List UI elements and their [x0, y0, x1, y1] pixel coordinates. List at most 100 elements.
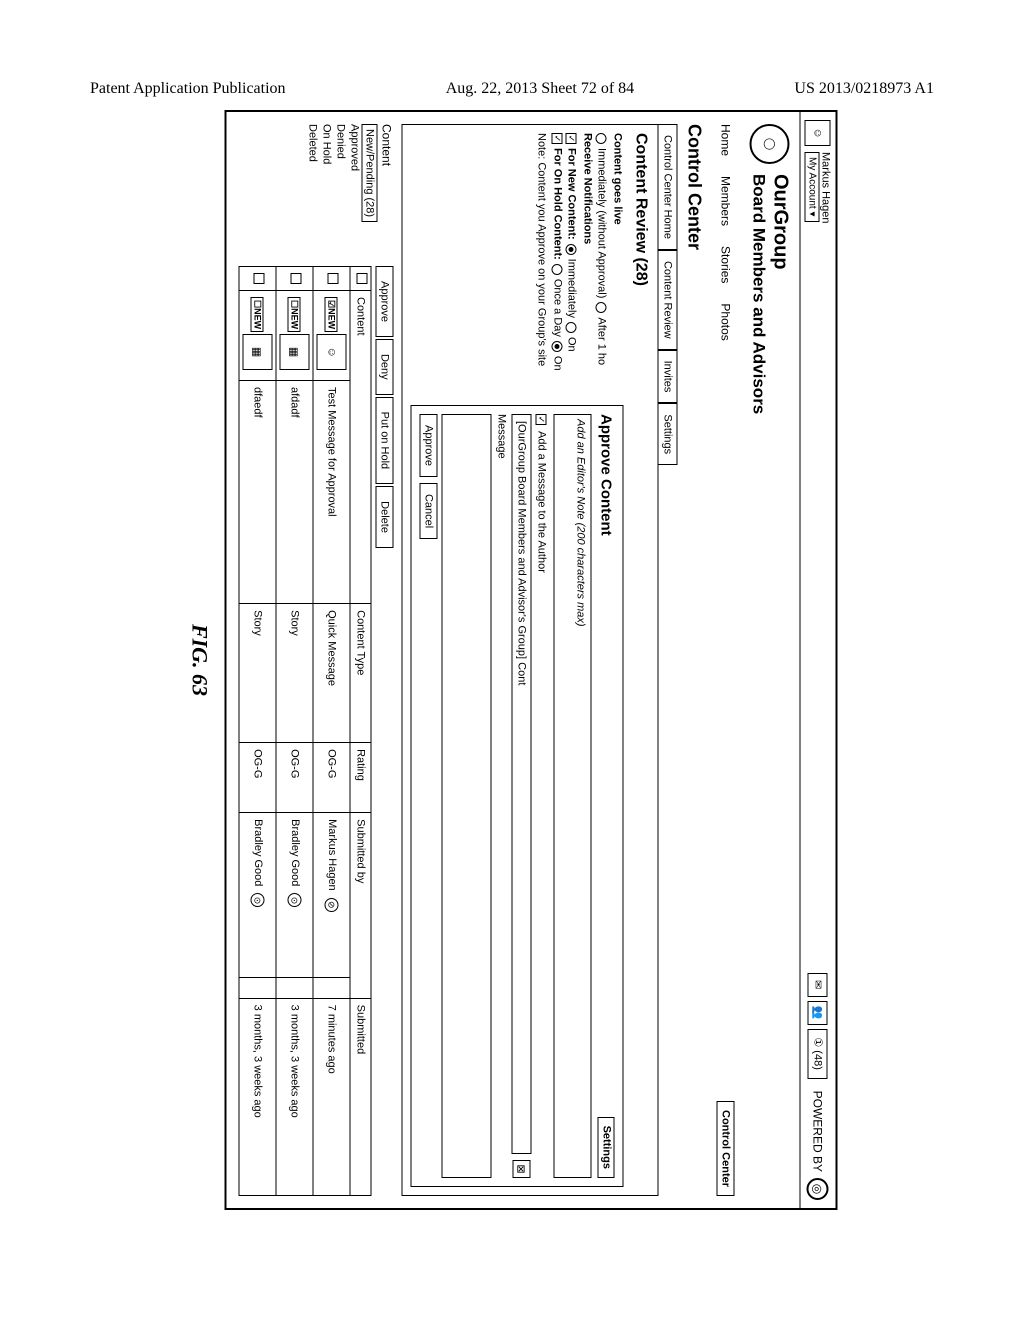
cancel-button[interactable]: Cancel: [420, 483, 438, 539]
row-checkbox[interactable]: [254, 273, 265, 284]
radio-after-hour[interactable]: [596, 302, 607, 313]
sidebar-new-pending[interactable]: New/Pending (28): [362, 124, 378, 222]
approve-content-panel: Approve Content Settings Add an Editor's…: [411, 405, 624, 1187]
radio-new-on[interactable]: [566, 322, 577, 333]
table-row[interactable]: ☐NEW▦afdadfStoryOG-GBradley Good ⊙3 mont…: [276, 267, 313, 1196]
col-content: Content: [350, 291, 371, 604]
review-note: Note: Content you Approve on your Group'…: [536, 133, 548, 393]
row-title: afdadf: [276, 381, 313, 604]
row-author[interactable]: Markus Hagen ⊘: [313, 813, 350, 978]
row-author[interactable]: Bradley Good ⊙: [239, 813, 276, 978]
thumbnail-icon: ☺: [317, 334, 347, 370]
doc-header-left: Patent Application Publication: [90, 80, 286, 98]
tab-invites[interactable]: Invites: [659, 350, 678, 404]
add-message-label: Add a Message to the Author: [536, 431, 548, 573]
chk-onhold-content[interactable]: ✓: [552, 133, 563, 144]
table-row[interactable]: ☐NEW▦dfaedfStoryOG-GBradley Good ⊙3 mont…: [239, 267, 276, 1196]
row-type: Story: [239, 604, 276, 743]
content-sidebar: Content New/Pending (28) Approved Denied…: [239, 124, 394, 254]
row-submitted: 7 minutes ago: [313, 998, 350, 1195]
figure-label: FIG. 63: [187, 110, 213, 1210]
message-label: Message: [496, 414, 508, 1178]
content-review-title: Content Review (28): [632, 133, 650, 1187]
row-title: dfaedf: [239, 381, 276, 604]
main-nav: Home Members Stories Photos Control Cent…: [711, 112, 741, 1208]
nav-home[interactable]: Home: [719, 124, 733, 156]
tab-content-review[interactable]: Content Review: [659, 250, 678, 350]
radio-onhold-daily[interactable]: [552, 264, 563, 275]
user-avatar-icon[interactable]: ☺: [805, 120, 831, 146]
group-header: ◯ OurGroup Board Members and Advisors: [741, 112, 800, 1208]
radio-immediately[interactable]: [596, 133, 607, 144]
author-status-icon: ⊘: [325, 898, 339, 912]
powered-logo-icon: ◎: [807, 1178, 829, 1200]
content-table: Content Content Type Rating Submitted by…: [239, 266, 372, 1196]
cc-title: Control Center: [678, 112, 711, 1208]
my-account-dropdown[interactable]: My Account ▾: [805, 152, 820, 222]
col-type: Content Type: [350, 604, 371, 743]
notifications-icon[interactable]: ① (48): [808, 1029, 828, 1079]
row-submitted: 3 months, 3 weeks ago: [276, 998, 313, 1195]
topbar: ☺ Markus Hagen My Account ▾ ✉ 👥 ① (48) P…: [800, 112, 836, 1208]
row-rating: OG-G: [276, 743, 313, 813]
radio-new-immediately[interactable]: [566, 244, 577, 255]
cc-tabs: Control Center Home Content Review Invit…: [659, 112, 678, 1208]
author-status-icon: ⊙: [288, 893, 302, 907]
row-checkbox[interactable]: [328, 273, 339, 284]
author-status-icon: ⊙: [251, 893, 265, 907]
tab-settings[interactable]: Settings: [659, 403, 678, 465]
powered-by: POWERED BY ◎: [807, 1091, 829, 1200]
sidebar-approved[interactable]: Approved: [348, 124, 362, 254]
chk-add-message[interactable]: ✓: [536, 414, 547, 425]
row-rating: OG-G: [239, 743, 276, 813]
new-badge: ☑NEW: [325, 297, 338, 332]
close-icon[interactable]: ⊠: [513, 1160, 531, 1178]
to-field[interactable]: [OurGroup Board Members and Advisor's Gr…: [512, 414, 532, 1154]
table-row[interactable]: ☑NEW ☺ Test Message for ApprovalQuick Mess…: [313, 267, 350, 1196]
doc-header: Patent Application Publication Aug. 22, …: [90, 80, 934, 98]
group-subtitle: Board Members and Advisors: [749, 174, 769, 414]
nav-stories[interactable]: Stories: [719, 246, 733, 283]
doc-header-right: US 2013/0218973 A1: [794, 80, 934, 98]
new-badge: ☐NEW: [251, 297, 264, 332]
nav-photos[interactable]: Photos: [719, 303, 733, 340]
approve-title: Approve Content: [598, 414, 615, 536]
row-type: Quick Message: [313, 604, 350, 743]
people-icon[interactable]: 👥: [808, 1001, 828, 1025]
settings-button[interactable]: Settings: [598, 1117, 615, 1178]
editor-note-input[interactable]: Add an Editor's Note (200 characters max…: [554, 414, 592, 1178]
bulk-hold-button[interactable]: Put on Hold: [376, 397, 394, 484]
approve-button[interactable]: Approve: [420, 414, 438, 477]
radio-onhold-on[interactable]: [552, 341, 563, 352]
bulk-deny-button[interactable]: Deny: [376, 339, 394, 395]
doc-header-center: Aug. 22, 2013 Sheet 72 of 84: [446, 80, 634, 98]
nav-control-center[interactable]: Control Center: [717, 1101, 735, 1196]
row-title: Test Message for Approval: [313, 381, 350, 604]
sidebar-denied[interactable]: Denied: [334, 124, 348, 254]
col-submitted: Submitted: [350, 998, 371, 1195]
table-header-row: Content Content Type Rating Submitted by…: [350, 267, 371, 1196]
col-submitted-by: Submitted by: [350, 813, 371, 999]
row-rating: OG-G: [313, 743, 350, 813]
message-textarea[interactable]: [442, 414, 492, 1178]
content-review-panel: Content Review (28) Content goes live Im…: [402, 124, 659, 1196]
username[interactable]: Markus Hagen: [820, 152, 832, 224]
review-settings: Content goes live Immediately (without A…: [411, 133, 624, 393]
row-checkbox[interactable]: [291, 273, 302, 284]
row-submitted: 3 months, 3 weeks ago: [239, 998, 276, 1195]
sidebar-header: Content: [380, 124, 394, 254]
tab-cc-home[interactable]: Control Center Home: [659, 124, 678, 250]
chk-new-content[interactable]: ✓: [566, 133, 577, 144]
bulk-actions: Approve Deny Put on Hold Delete: [376, 266, 394, 1196]
select-all-checkbox[interactable]: [357, 273, 368, 284]
notif-label: Receive Notifications: [582, 133, 594, 393]
nav-members[interactable]: Members: [719, 176, 733, 226]
row-type: Story: [276, 604, 313, 743]
sidebar-onhold[interactable]: On Hold: [320, 124, 334, 254]
mail-icon[interactable]: ✉: [808, 973, 828, 997]
bulk-approve-button[interactable]: Approve: [376, 266, 394, 337]
sidebar-deleted[interactable]: Deleted: [306, 124, 320, 254]
row-author[interactable]: Bradley Good ⊙: [276, 813, 313, 978]
bulk-delete-button[interactable]: Delete: [376, 486, 394, 548]
thumbnail-icon: ▦: [280, 334, 310, 370]
